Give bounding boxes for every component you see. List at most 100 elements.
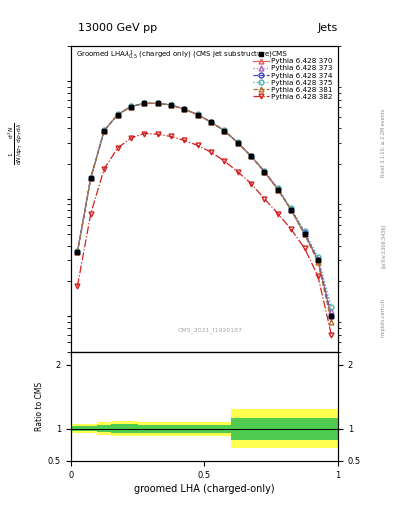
Line: Pythia 6.428 381: Pythia 6.428 381	[75, 101, 334, 324]
Pythia 6.428 370	[169, 102, 173, 108]
Pythia 6.428 382	[302, 245, 307, 251]
Pythia 6.428 382	[115, 145, 120, 151]
Text: Jets: Jets	[318, 23, 338, 33]
Pythia 6.428 370	[316, 257, 320, 263]
Pythia 6.428 375	[222, 127, 227, 134]
Pythia 6.428 382	[142, 131, 147, 137]
Line: Pythia 6.428 382: Pythia 6.428 382	[75, 131, 334, 337]
Pythia 6.428 374	[115, 112, 120, 118]
Line: Pythia 6.428 373: Pythia 6.428 373	[75, 101, 334, 314]
Pythia 6.428 374	[182, 106, 187, 112]
CMS	[182, 106, 187, 112]
Pythia 6.428 375	[209, 119, 213, 125]
CMS	[155, 100, 160, 106]
Pythia 6.428 381	[209, 119, 213, 125]
Pythia 6.428 373	[222, 127, 227, 134]
Pythia 6.428 374	[102, 127, 107, 134]
Pythia 6.428 373	[262, 168, 267, 174]
CMS	[275, 186, 280, 193]
Pythia 6.428 370	[142, 100, 147, 106]
Pythia 6.428 373	[316, 255, 320, 262]
Pythia 6.428 374	[249, 153, 253, 159]
CMS	[302, 231, 307, 237]
CMS	[316, 257, 320, 263]
Pythia 6.428 381	[222, 127, 227, 134]
Text: 13000 GeV pp: 13000 GeV pp	[78, 23, 158, 33]
Pythia 6.428 382	[169, 134, 173, 140]
Pythia 6.428 370	[88, 175, 93, 181]
Pythia 6.428 382	[88, 210, 93, 217]
Pythia 6.428 370	[222, 127, 227, 134]
Pythia 6.428 375	[75, 248, 80, 254]
Pythia 6.428 373	[195, 112, 200, 118]
Pythia 6.428 373	[329, 308, 334, 314]
Pythia 6.428 374	[88, 175, 93, 181]
Pythia 6.428 375	[262, 168, 267, 174]
Pythia 6.428 375	[129, 103, 133, 110]
Pythia 6.428 382	[182, 137, 187, 143]
Pythia 6.428 370	[115, 112, 120, 118]
Pythia 6.428 370	[75, 249, 80, 255]
CMS	[262, 169, 267, 175]
Pythia 6.428 370	[289, 207, 294, 214]
Text: CMS_2021_I1920187: CMS_2021_I1920187	[177, 328, 242, 333]
Pythia 6.428 374	[155, 100, 160, 106]
CMS	[195, 112, 200, 118]
Pythia 6.428 374	[209, 119, 213, 125]
Y-axis label: Ratio to CMS: Ratio to CMS	[35, 381, 44, 431]
CMS	[235, 140, 240, 146]
CMS	[249, 153, 253, 159]
Pythia 6.428 381	[75, 249, 80, 255]
Pythia 6.428 373	[129, 103, 133, 110]
Pythia 6.428 382	[75, 283, 80, 289]
Pythia 6.428 373	[275, 186, 280, 192]
Pythia 6.428 375	[302, 228, 307, 234]
Pythia 6.428 381	[102, 127, 107, 134]
Line: Pythia 6.428 375: Pythia 6.428 375	[75, 101, 334, 309]
Pythia 6.428 381	[262, 169, 267, 175]
X-axis label: groomed LHA (charged-only): groomed LHA (charged-only)	[134, 484, 275, 494]
Text: Groomed LHA$\lambda_{0.5}^{1}$ (charged only) (CMS jet substructure): Groomed LHA$\lambda_{0.5}^{1}$ (charged …	[76, 49, 273, 62]
Pythia 6.428 375	[102, 127, 107, 134]
Pythia 6.428 373	[289, 206, 294, 212]
Pythia 6.428 373	[142, 100, 147, 106]
Pythia 6.428 374	[289, 206, 294, 212]
Pythia 6.428 375	[169, 102, 173, 108]
CMS	[88, 175, 93, 181]
CMS	[329, 313, 334, 319]
Pythia 6.428 381	[302, 231, 307, 237]
Pythia 6.428 375	[316, 254, 320, 260]
Pythia 6.428 370	[195, 112, 200, 118]
Pythia 6.428 370	[302, 231, 307, 237]
Pythia 6.428 370	[182, 106, 187, 112]
Pythia 6.428 373	[302, 229, 307, 236]
Pythia 6.428 374	[169, 102, 173, 108]
Pythia 6.428 375	[155, 100, 160, 106]
Pythia 6.428 382	[102, 166, 107, 172]
Pythia 6.428 374	[235, 140, 240, 146]
CMS	[222, 127, 227, 134]
Pythia 6.428 373	[155, 100, 160, 106]
Pythia 6.428 382	[129, 135, 133, 141]
Pythia 6.428 382	[209, 149, 213, 155]
Pythia 6.428 381	[249, 153, 253, 159]
Pythia 6.428 375	[88, 175, 93, 181]
Pythia 6.428 374	[316, 257, 320, 263]
Pythia 6.428 370	[329, 313, 334, 319]
Pythia 6.428 382	[235, 169, 240, 175]
Text: mcplots.cern.ch: mcplots.cern.ch	[381, 298, 386, 337]
Text: $\frac{1}{\mathrm{d}N/\mathrm{d}p_T}\,\frac{\mathrm{d}^2N}{\mathrm{d}p_T\,\mathr: $\frac{1}{\mathrm{d}N/\mathrm{d}p_T}\,\f…	[7, 122, 25, 165]
Pythia 6.428 382	[329, 331, 334, 337]
Pythia 6.428 381	[142, 100, 147, 106]
Pythia 6.428 375	[329, 304, 334, 310]
Pythia 6.428 382	[289, 226, 294, 232]
Pythia 6.428 381	[316, 259, 320, 265]
Pythia 6.428 374	[75, 249, 80, 255]
CMS	[142, 100, 147, 106]
Pythia 6.428 373	[169, 102, 173, 108]
CMS	[209, 119, 213, 125]
Pythia 6.428 375	[249, 153, 253, 159]
Pythia 6.428 374	[195, 112, 200, 118]
CMS	[169, 102, 173, 108]
Pythia 6.428 374	[329, 313, 334, 319]
